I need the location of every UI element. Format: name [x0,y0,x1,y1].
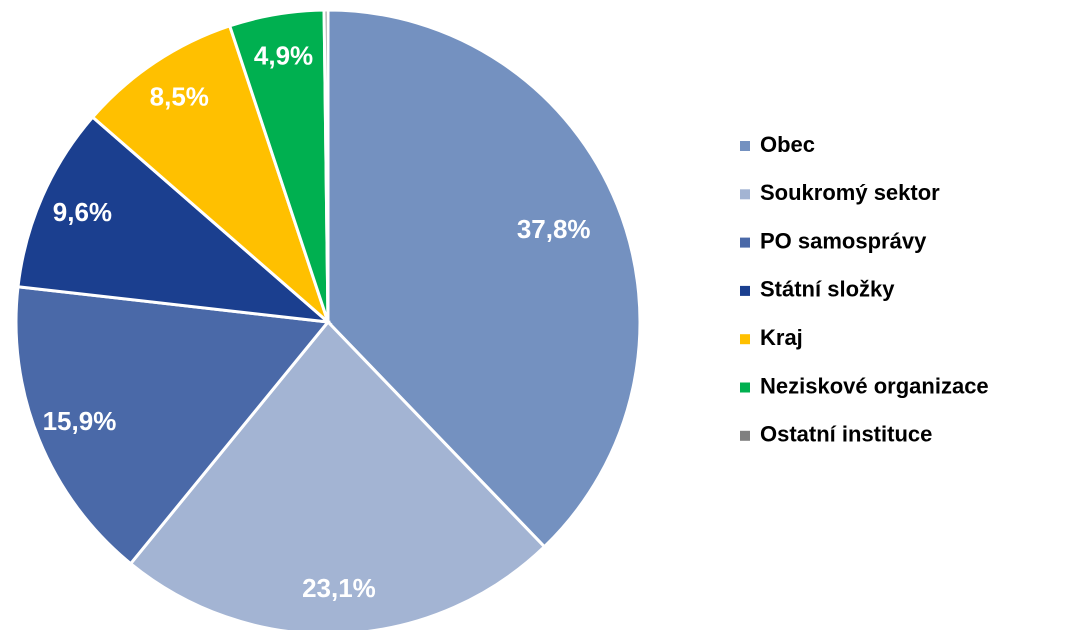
pie-slice [90,23,332,327]
pie-slice [16,115,333,325]
pie-slice [326,8,642,549]
legend-label: Kraj [760,325,803,350]
legend-label: Státní složky [760,277,895,302]
value-label: 15,9% [43,406,117,436]
legend-swatch [740,141,750,151]
value-label: 4,9% [254,40,313,70]
value-label: 8,5% [150,82,209,112]
legend-label: Neziskové organizace [760,373,989,398]
value-label: 23,1% [302,573,376,603]
legend-swatch [740,189,750,200]
legend-swatch [740,334,750,345]
value-label: 9,6% [53,197,112,227]
legend-swatch [740,237,750,248]
legend-label: PO samosprávy [760,228,927,253]
pie-slice [322,8,330,323]
pie-slice [14,285,331,566]
pie-slice [128,319,547,630]
legend-swatch [740,285,750,296]
legend-swatch [740,382,750,393]
legend-label: Soukromý sektor [760,180,940,205]
value-label: 37,8% [517,214,591,244]
legend-label: Ostatní instituce [760,422,932,447]
legend-swatch [740,430,750,441]
legend-label: Obec [760,132,815,157]
